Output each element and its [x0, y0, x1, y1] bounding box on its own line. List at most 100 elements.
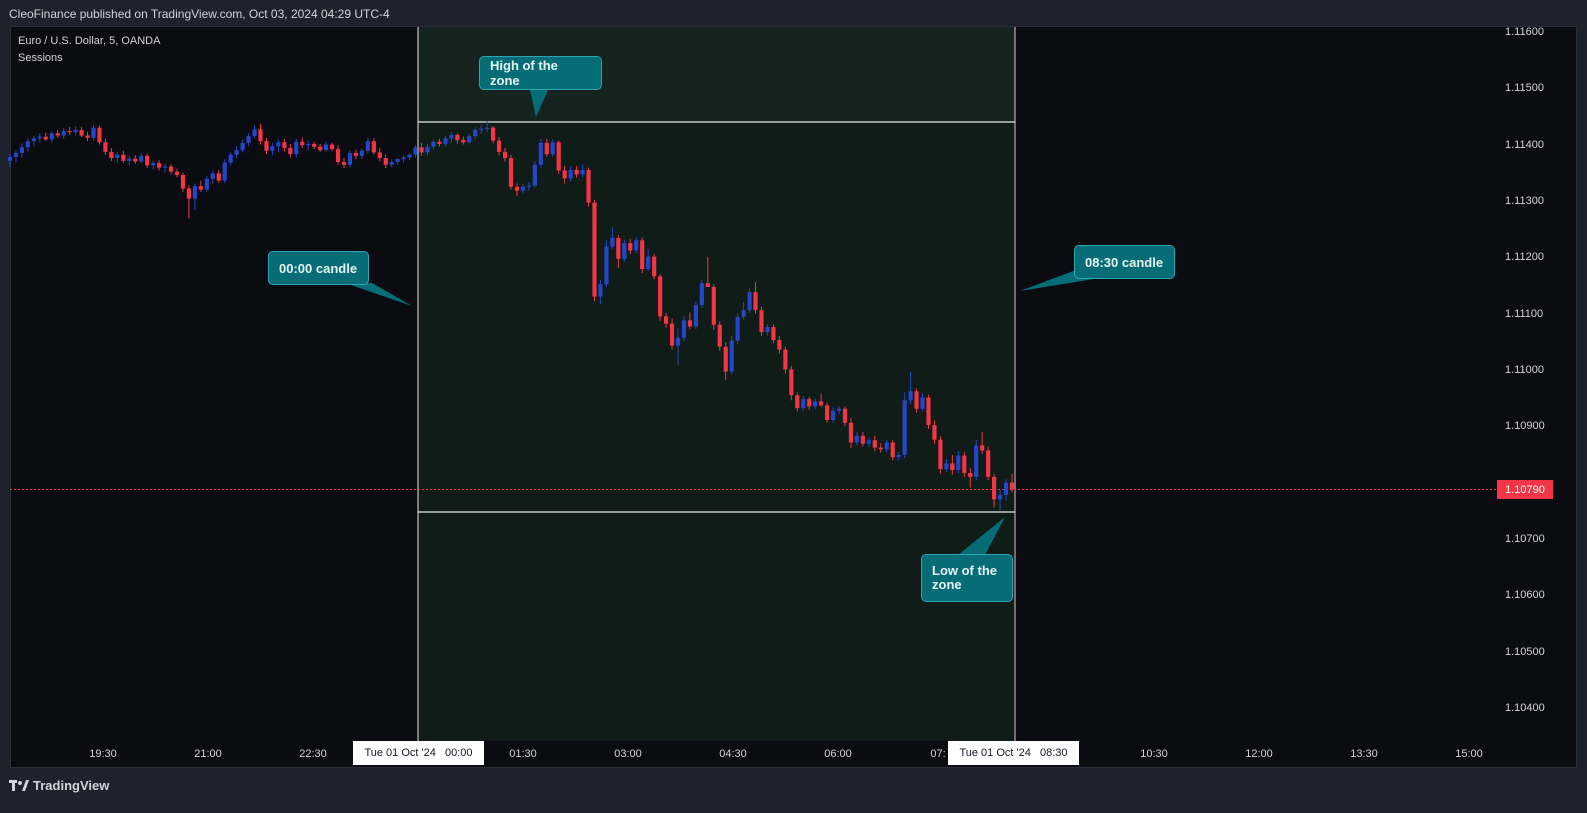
footer-bar: TradingView	[0, 768, 1587, 813]
candle-body	[359, 150, 364, 156]
time-tick-label: 06:00	[824, 748, 852, 760]
candle-body	[419, 147, 424, 153]
candle-body	[717, 324, 722, 347]
candle-body	[312, 143, 317, 147]
candle-body	[228, 154, 233, 163]
candle-body	[437, 141, 442, 144]
candle-body	[431, 141, 436, 147]
candle-body	[127, 158, 132, 161]
candle-body	[825, 405, 830, 421]
price-tick-label: 1.11600	[1505, 26, 1544, 38]
price-tick-label: 1.10500	[1505, 645, 1545, 658]
candle-body	[467, 136, 472, 143]
candle-body	[192, 186, 197, 199]
candle-body	[473, 129, 478, 137]
callout-open-pointer	[345, 283, 412, 306]
candle-body	[616, 238, 621, 259]
candle-body	[765, 327, 770, 333]
candle-body	[407, 154, 412, 158]
candle-body	[67, 131, 72, 133]
candle-body	[324, 144, 329, 151]
candle-body	[306, 143, 311, 146]
candle-body	[145, 155, 150, 166]
price-tick-label: 1.10600	[1505, 589, 1545, 602]
price-tick-label: 1.11400	[1505, 138, 1544, 151]
current-price-tag: 1.10790	[1497, 480, 1553, 499]
candle-body	[115, 154, 120, 159]
candle-body	[168, 166, 174, 172]
candle-body	[646, 256, 651, 270]
candle-body	[795, 395, 800, 409]
candle-body	[270, 146, 275, 151]
candle-body	[222, 162, 227, 181]
candle-body	[37, 136, 42, 139]
candle-body	[174, 171, 180, 175]
candle-body	[151, 163, 156, 166]
publisher-bar: CleoFinance published on TradingView.com…	[0, 0, 1587, 26]
candle-body	[318, 146, 323, 151]
candle-body	[109, 151, 114, 159]
candle-body	[968, 472, 973, 477]
candle-body	[663, 316, 669, 324]
candle-body	[353, 152, 359, 156]
brand-label: TradingView	[33, 778, 110, 793]
candle-body	[157, 163, 162, 168]
candle-body	[526, 185, 531, 187]
candle-body	[813, 401, 818, 407]
candle-body	[896, 454, 901, 458]
candle-body	[586, 169, 591, 203]
candle-body	[819, 401, 824, 406]
tradingview-logo[interactable]: TradingView	[9, 778, 109, 793]
candle-body	[854, 435, 860, 443]
candle-body	[992, 476, 997, 500]
candle-body	[186, 188, 192, 199]
publisher-text: CleoFinance published on TradingView.com…	[9, 7, 390, 21]
candle-body	[944, 463, 949, 470]
candle-body	[860, 435, 865, 444]
candle-body	[198, 186, 203, 190]
price-tick-label: 1.11100	[1505, 307, 1544, 320]
candle-body	[747, 292, 752, 311]
candle-body	[288, 147, 293, 155]
callout-low-pointer	[958, 517, 1005, 555]
candle-body	[681, 320, 687, 338]
candle-body	[347, 152, 353, 165]
candle-body	[574, 169, 579, 175]
candle-body	[640, 240, 645, 270]
candle-body	[479, 128, 484, 130]
candle-body	[771, 327, 776, 341]
time-tick-label: 03:00	[614, 748, 642, 760]
candle-body	[401, 157, 406, 160]
candle-body	[1009, 482, 1015, 490]
candle-body	[974, 445, 979, 477]
symbol-legend[interactable]: Euro / U.S. Dollar, 5, OANDA	[18, 35, 161, 47]
candle-body	[568, 169, 573, 179]
candle-body	[538, 142, 543, 165]
candle-body	[902, 400, 907, 455]
candle-body	[389, 162, 394, 165]
candle-body	[282, 142, 287, 148]
callout-close-candle[interactable]: 08:30 candle	[1074, 245, 1175, 279]
candle-body	[658, 276, 663, 317]
candle-body	[807, 399, 812, 407]
candle-body	[878, 447, 883, 450]
candle-body	[610, 238, 615, 247]
candle-body	[31, 138, 36, 142]
candle-body	[335, 149, 341, 163]
callout-low-of-zone[interactable]: Low of the zone	[921, 554, 1013, 602]
candle-body	[162, 166, 168, 168]
callout-open-candle[interactable]: 00:00 candle	[268, 251, 369, 285]
price-tick-label: 1.10700	[1505, 533, 1545, 545]
callout-high-of-zone[interactable]: High of the zone	[479, 56, 602, 90]
time-tick-label: 10:30	[1140, 748, 1168, 760]
price-tick-label: 1.11300	[1505, 195, 1544, 207]
candle-body	[502, 151, 508, 159]
candle-body	[413, 147, 418, 155]
indicator-legend[interactable]: Sessions	[18, 52, 63, 64]
candle-body	[1003, 482, 1009, 495]
candle-body	[180, 174, 186, 189]
candle-body	[872, 440, 877, 448]
candle-body	[216, 173, 221, 181]
candle-body	[425, 146, 430, 153]
